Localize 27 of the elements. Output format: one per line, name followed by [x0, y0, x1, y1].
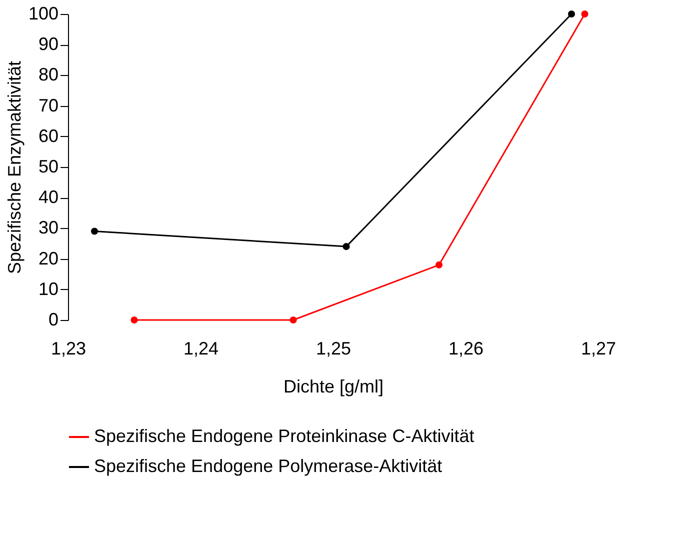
x-tick-label: 1,27 [580, 338, 616, 358]
x-tick-label: 1,23 [50, 338, 86, 358]
legend-label: Spezifische Endogene Polymerase-Aktivität [94, 456, 442, 476]
y-tick-label: 80 [38, 64, 58, 85]
y-tick-label: 50 [38, 156, 58, 176]
legend-label: Spezifische Endogene Proteinkinase C-Aktivität [94, 426, 474, 446]
x-tick-label: 1,25 [316, 338, 352, 358]
y-tick-label: 20 [38, 248, 58, 268]
point [435, 261, 443, 268]
point [130, 316, 138, 324]
point [290, 316, 297, 324]
y-axis-title: Spezifische Enzymaktivität [4, 60, 24, 274]
y-tick-label: 90 [38, 34, 58, 54]
point [581, 10, 588, 18]
y-tick-label: 60 [38, 126, 58, 146]
point [568, 10, 576, 18]
y-tick-label: 0 [48, 310, 58, 330]
point [342, 243, 350, 250]
y-tick-label: 100 [28, 4, 58, 24]
x-tick-label: 1,26 [448, 338, 484, 358]
y-tick-label: 30 [38, 218, 58, 238]
y-tick-label: 10 [38, 278, 58, 299]
point [90, 228, 98, 235]
y-tick-label: 70 [38, 95, 58, 116]
x-axis-title: Dichte [g/ml] [283, 376, 384, 396]
y-tick-label: 40 [38, 187, 58, 208]
x-tick-label: 1,24 [183, 338, 219, 358]
